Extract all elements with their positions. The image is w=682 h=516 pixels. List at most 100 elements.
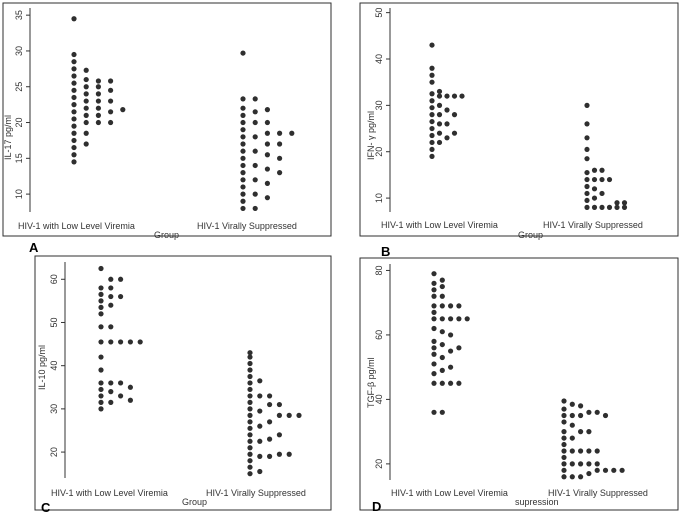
data-point (83, 141, 89, 147)
data-point (436, 121, 443, 127)
data-point (257, 453, 263, 459)
data-point (95, 119, 101, 126)
data-point (83, 105, 89, 111)
data-point (439, 283, 445, 290)
data-point (584, 135, 590, 141)
data-point (586, 461, 592, 467)
data-point (264, 130, 270, 136)
data-point (464, 316, 470, 322)
data-point (431, 293, 437, 299)
data-point (257, 378, 263, 384)
panel-c: C HIV-1 with Low Level Viremia HIV-1 Vir… (34, 255, 332, 515)
data-point (444, 135, 450, 141)
data-point (108, 324, 114, 330)
data-point (606, 176, 613, 183)
data-point (561, 406, 567, 412)
data-point (448, 380, 454, 386)
data-point (252, 109, 258, 115)
data-point (614, 204, 620, 210)
panel-a-label: A (29, 240, 39, 255)
data-point (247, 438, 253, 444)
data-point (127, 339, 133, 345)
data-point (98, 298, 104, 304)
data-point (108, 285, 114, 291)
panel-d-y-ticks: 20 40 60 80 (374, 265, 390, 469)
data-point (569, 401, 575, 407)
data-point (444, 107, 450, 113)
data-point (240, 170, 246, 176)
data-point (247, 464, 253, 470)
data-point (439, 380, 445, 386)
data-point (71, 102, 77, 108)
data-point (83, 112, 89, 118)
data-point (561, 441, 567, 448)
data-point (451, 130, 458, 136)
panel-c-y-tick-label: 60 (49, 274, 59, 284)
data-point (71, 152, 77, 158)
data-point (277, 170, 283, 176)
data-point (252, 162, 258, 169)
data-point (561, 474, 567, 480)
data-point (71, 137, 77, 144)
data-point (240, 96, 246, 102)
data-point (561, 454, 567, 461)
data-point (71, 16, 77, 22)
data-point (252, 177, 258, 183)
data-point (436, 139, 443, 146)
data-point (252, 134, 258, 140)
data-point (264, 166, 270, 172)
data-point (257, 393, 263, 399)
data-point (240, 198, 246, 204)
panel-a-y-tick-label: 35 (14, 10, 24, 20)
data-point (561, 448, 567, 454)
panel-b-y-ticks: 10 20 30 40 50 (374, 8, 390, 203)
data-point (267, 453, 273, 459)
data-point (584, 102, 590, 108)
data-point (569, 448, 575, 454)
data-point (586, 470, 592, 477)
data-point (578, 403, 584, 409)
data-point (584, 183, 590, 190)
panel-d-points (431, 271, 625, 480)
data-point (591, 195, 598, 201)
data-point (95, 84, 101, 90)
data-point (594, 467, 600, 473)
panel-d-y-tick-label: 60 (374, 330, 384, 340)
data-point (98, 406, 104, 412)
data-point (71, 144, 77, 151)
data-point (267, 419, 273, 425)
data-point (439, 303, 445, 309)
data-point (98, 324, 104, 330)
panel-a-x-label-1: HIV-1 with Low Level Viremia (18, 221, 135, 231)
panel-a-x-label-2: HIV-1 Virally Suppressed (197, 221, 297, 231)
data-point (286, 451, 292, 457)
data-point (431, 345, 437, 351)
data-point (429, 72, 435, 78)
data-point (429, 79, 435, 85)
panel-d-frame (359, 257, 679, 511)
data-point (456, 380, 462, 386)
data-point (429, 118, 435, 125)
data-point (431, 309, 437, 315)
panel-d-y-tick-label: 20 (374, 459, 384, 469)
data-point (439, 367, 445, 373)
data-point (429, 132, 435, 139)
data-point (561, 461, 567, 467)
data-point (108, 276, 114, 282)
data-point (569, 461, 575, 467)
data-point (431, 325, 437, 332)
data-point (621, 200, 628, 206)
data-point (429, 112, 435, 118)
panel-a-frame (2, 2, 332, 237)
data-point (276, 432, 282, 438)
data-point (436, 112, 443, 118)
data-point (252, 96, 258, 102)
data-point (599, 190, 605, 197)
panel-c-y-tick-label: 30 (49, 404, 59, 414)
data-point (429, 105, 435, 111)
data-point (247, 471, 253, 477)
data-point (451, 112, 458, 118)
data-point (247, 373, 253, 380)
data-point (240, 105, 246, 111)
data-point (240, 184, 246, 190)
